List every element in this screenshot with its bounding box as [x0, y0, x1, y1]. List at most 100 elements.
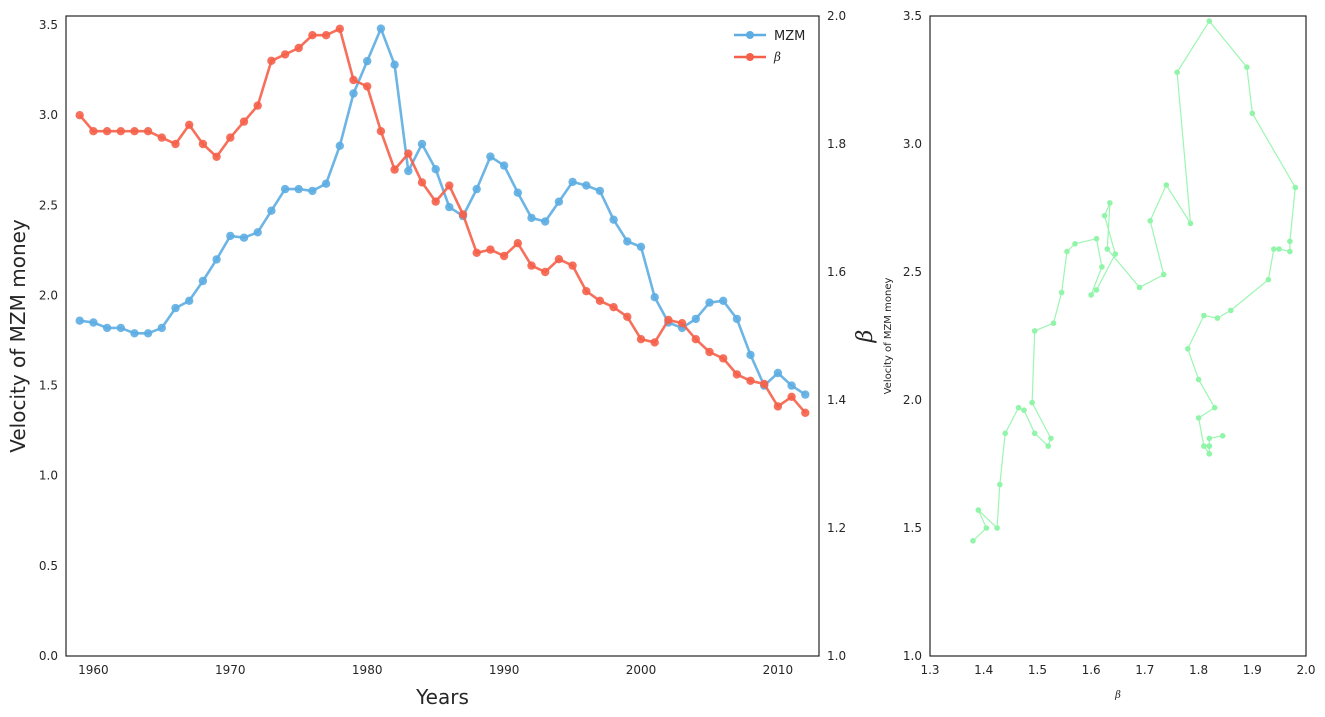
scatter-point [1072, 241, 1078, 247]
x-tick-label: 2010 [763, 663, 794, 677]
scatter-point [1206, 451, 1213, 457]
scatter-point [1287, 248, 1293, 255]
y2-tick-label: 1.0 [827, 649, 846, 663]
data-point [198, 139, 208, 149]
data-point [595, 186, 605, 196]
data-point [171, 139, 180, 149]
data-point [582, 287, 591, 296]
data-point [308, 186, 317, 196]
data-point [75, 316, 84, 325]
scatter-point [1265, 276, 1272, 283]
data-point [294, 43, 303, 53]
x-tick-label: 1.5 [1028, 663, 1047, 677]
data-point [390, 165, 399, 174]
scatter-path [972, 20, 1296, 542]
scatter-point [1244, 64, 1250, 70]
scatter-point [1228, 307, 1234, 314]
data-point [486, 245, 495, 254]
data-point [458, 210, 468, 219]
y2-tick-label: 2.0 [827, 9, 846, 23]
legend-beta-marker [746, 53, 754, 61]
y-tick-label: 1.0 [39, 469, 58, 483]
data-point [226, 133, 235, 142]
series-beta [75, 24, 810, 417]
scatter-point [1104, 246, 1111, 252]
data-point [363, 82, 372, 91]
y-tick-label: 1.0 [903, 649, 922, 663]
scatter-point [983, 525, 990, 531]
data-point [253, 228, 262, 237]
y2-tick-label: 1.4 [827, 393, 846, 407]
scatter-point [1029, 399, 1035, 406]
data-point [582, 181, 591, 190]
data-point [376, 24, 386, 33]
data-point [472, 248, 481, 257]
data-point [445, 181, 454, 190]
data-point [609, 215, 618, 224]
x-tick-label: 1.8 [1189, 663, 1208, 677]
scatter-point [1002, 430, 1008, 437]
data-point [143, 329, 153, 338]
x-tick-label: 1.4 [974, 663, 993, 677]
data-point [650, 293, 659, 302]
scatter-point [1064, 248, 1070, 255]
data-point [157, 323, 166, 333]
legend-mzm-label: MZM [774, 29, 805, 44]
right-chart-xlabel: β [1114, 690, 1121, 701]
data-point [239, 117, 249, 126]
data-point [801, 408, 810, 417]
data-point [404, 166, 413, 176]
scatter-point [1107, 200, 1113, 206]
data-point [472, 184, 481, 194]
right-chart-frame [929, 15, 1307, 657]
data-point [102, 323, 112, 333]
data-point [185, 296, 194, 305]
data-point [623, 237, 632, 246]
data-point [554, 197, 564, 206]
x-tick-label: 2.0 [1296, 663, 1315, 677]
x-tick-label: 2000 [626, 663, 657, 677]
data-point [294, 184, 303, 194]
scatter-point [975, 507, 982, 513]
legend-beta-label: β [773, 50, 781, 64]
data-point [198, 276, 208, 286]
data-point [226, 231, 235, 241]
data-point [335, 24, 344, 33]
data-point [349, 89, 358, 98]
data-point [513, 239, 522, 248]
x-tick-label: 1970 [215, 663, 246, 677]
scatter-point [1201, 443, 1207, 449]
y-tick-label: 0.0 [39, 649, 58, 663]
data-point [185, 120, 194, 129]
y2-tick-label: 1.2 [827, 521, 846, 535]
x-tick-label: 1.6 [1082, 663, 1101, 677]
data-point [595, 296, 605, 305]
data-point [75, 111, 84, 120]
data-point [677, 319, 687, 328]
scatter-point [1187, 220, 1194, 227]
scatter-point [1021, 407, 1027, 414]
data-point [527, 261, 536, 270]
data-point [760, 379, 769, 389]
data-point [321, 179, 331, 188]
data-point [116, 323, 126, 333]
data-point [664, 315, 673, 325]
data-point [116, 127, 126, 136]
data-point [568, 261, 577, 270]
scatter-point [1136, 284, 1143, 291]
data-point [239, 233, 249, 242]
data-point [280, 50, 290, 59]
scatter-point [1185, 346, 1191, 352]
y-tick-label: 2.5 [39, 198, 58, 212]
data-point [705, 347, 714, 357]
y-tick-label: 0.5 [39, 559, 58, 573]
data-point [499, 161, 509, 170]
scatter-point [1031, 430, 1038, 437]
scatter-point [1214, 315, 1221, 321]
left-chart-ticks: 1960 1970 1980 1990 2000 2010 0.0 0.5 1.0 1.5 2.0 2… [39, 9, 846, 677]
y-tick-label: 3.0 [39, 108, 58, 122]
data-point [732, 314, 742, 324]
legend: MZM β [734, 29, 805, 64]
data-point [321, 31, 331, 40]
data-point [212, 152, 221, 161]
